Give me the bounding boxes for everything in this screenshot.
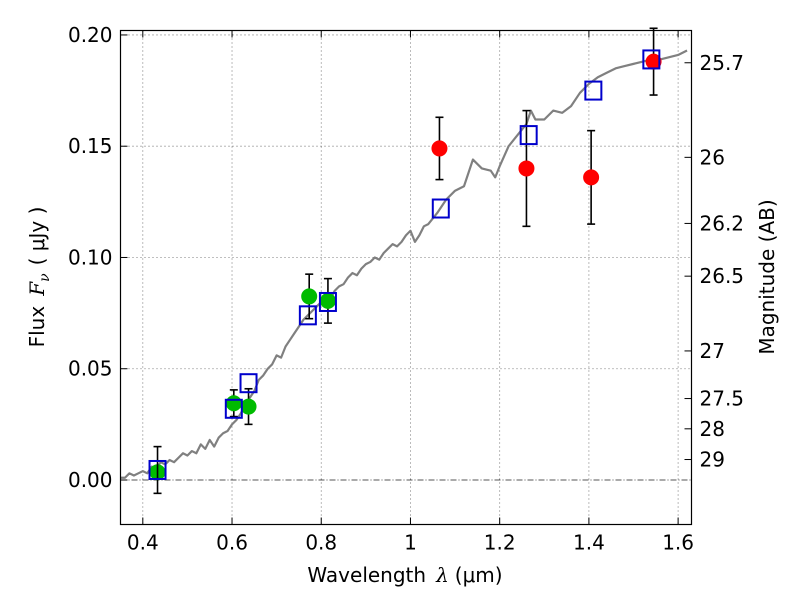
x-tick-label: 0.4 xyxy=(127,531,159,555)
plot-background xyxy=(120,30,692,525)
mag-tick-label: 27.5 xyxy=(700,387,745,411)
y2-axis-label: Magnitude (AB) xyxy=(755,199,779,354)
y-tick-label: 0.20 xyxy=(68,23,113,47)
mag-tick-label: 26 xyxy=(700,145,725,169)
nir-point xyxy=(431,140,448,157)
x-tick-label: 1.6 xyxy=(662,531,694,555)
y-axis-label: FluxFν( μJy ) xyxy=(25,207,53,348)
optical-point xyxy=(240,398,257,415)
y-tick-label: 0.00 xyxy=(68,468,113,492)
model-flux-square xyxy=(239,373,258,394)
y-tick-label: 0.15 xyxy=(68,134,113,158)
model-flux-square xyxy=(318,291,337,312)
y-tick-label: 0.05 xyxy=(68,357,113,381)
model-flux-square xyxy=(431,198,450,219)
tick-labels: 0.4 0.6 0.8 1 1.2 1.4 1.6 0.00 0.05 0.10 0.15 0.20 2… xyxy=(68,23,744,555)
model-flux-square xyxy=(519,125,538,146)
x-tick-label: 0.8 xyxy=(305,531,337,555)
plot-frame xyxy=(119,29,693,526)
model-sed-line xyxy=(120,49,688,479)
nir-point xyxy=(518,160,535,177)
model-flux-square xyxy=(584,80,603,101)
x-tick-label: 0.6 xyxy=(216,531,248,555)
mag-tick-label: 28 xyxy=(700,417,725,441)
optical-point xyxy=(225,395,242,412)
mag-tick-label: 27 xyxy=(700,339,725,363)
y-tick-label: 0.10 xyxy=(68,245,113,269)
x-tick-label: 1.4 xyxy=(573,531,605,555)
model-flux-square xyxy=(642,49,661,70)
mag-tick-label: 25.7 xyxy=(700,51,745,75)
model-flux-square xyxy=(298,305,317,326)
plot-content xyxy=(120,27,688,495)
x-axis-label: Wavelength λ (μm) xyxy=(307,563,502,587)
mag-tick-label: 26.5 xyxy=(700,264,745,288)
model-flux-square xyxy=(224,398,243,419)
x-tick-label: 1 xyxy=(404,531,417,555)
mag-tick-label: 29 xyxy=(700,448,725,472)
optical-point xyxy=(301,288,318,305)
x-tick-label: 1.2 xyxy=(484,531,516,555)
axis-ticks xyxy=(120,30,692,525)
optical-point xyxy=(319,292,336,309)
nir-point xyxy=(583,169,600,186)
model-flux-square xyxy=(148,459,167,480)
mag-tick-label: 26.2 xyxy=(700,211,745,235)
